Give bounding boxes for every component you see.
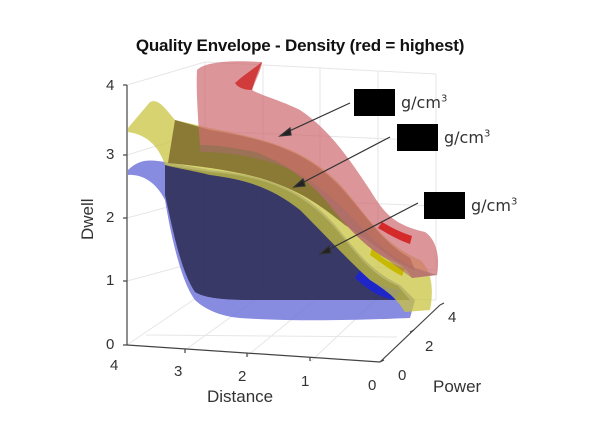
y-axis-label: Power: [433, 377, 482, 396]
z-tick-2: 2: [106, 209, 115, 226]
x-tick-3: 3: [174, 363, 183, 380]
annotation-arrows: [278, 102, 419, 255]
y-tick-4: 4: [448, 309, 457, 326]
unit-label: g/cm3: [444, 128, 491, 147]
x-tick-4: 4: [110, 357, 119, 374]
z-tick-4: 4: [106, 77, 115, 94]
z-tick-3: 3: [106, 146, 115, 163]
unit-label: g/cm3: [471, 196, 518, 215]
unit-label: g/cm3: [401, 93, 448, 112]
z-tick-1: 1: [106, 272, 115, 289]
redacted-value-box: [354, 89, 395, 116]
annotation-red: g/cm3: [354, 89, 447, 116]
annotation-blue: g/cm3: [424, 192, 517, 219]
x-axis-label: Distance: [207, 387, 274, 406]
yellow-surface: [128, 101, 432, 312]
annotation-yellow: g/cm3: [397, 124, 490, 151]
redacted-value-box: [424, 192, 465, 219]
y-tick-2: 2: [425, 338, 434, 355]
y-tick-0: 0: [398, 367, 407, 384]
z-tick-0: 0: [106, 336, 115, 353]
x-tick-0: 0: [368, 377, 377, 394]
z-axis-label: Dwell: [78, 198, 97, 240]
chart-title: Quality Envelope - Density (red = highes…: [135, 36, 465, 55]
blue-surface: [128, 160, 415, 321]
x-tick-1: 1: [301, 373, 310, 390]
axes: [123, 84, 445, 363]
x-tick-2: 2: [238, 368, 247, 385]
redacted-value-box: [397, 124, 438, 151]
